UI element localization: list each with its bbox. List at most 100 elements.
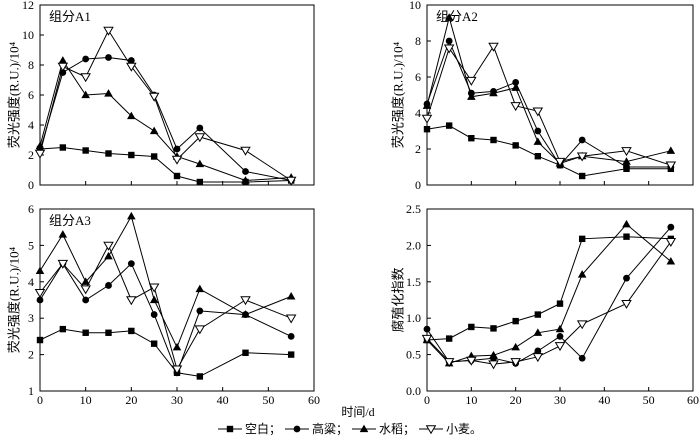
x-tick-label: 0 xyxy=(424,393,430,407)
x-tick-label: 0 xyxy=(37,393,43,407)
data-point-blank xyxy=(534,311,542,318)
series-line-wheat xyxy=(426,241,672,365)
legend-separator: ； xyxy=(335,422,348,436)
data-point-blank xyxy=(242,349,249,356)
data-point-wheat xyxy=(285,314,297,324)
y-tick-label: 5 xyxy=(28,238,34,252)
series-line-blank xyxy=(39,328,292,377)
y-tick-label: 2.5 xyxy=(406,202,421,216)
data-point-wheat xyxy=(171,365,183,375)
chart-title: 组分A2 xyxy=(436,9,478,24)
x-tick-label: 50 xyxy=(643,393,655,407)
series-line-sorghum xyxy=(39,56,292,181)
data-point-sorghum xyxy=(150,311,158,318)
data-point-blank xyxy=(468,323,475,331)
y-tick-label: 4 xyxy=(415,106,421,120)
data-point-wheat xyxy=(80,73,91,83)
data-point-blank xyxy=(173,172,181,180)
data-point-rice xyxy=(422,101,432,109)
data-point-blank xyxy=(287,351,295,358)
data-point-rice xyxy=(533,137,543,145)
data-point-blank xyxy=(512,317,519,325)
data-point-blank xyxy=(623,233,630,240)
data-point-sorghum xyxy=(127,260,135,267)
data-point-blank xyxy=(490,325,497,332)
data-point-wheat xyxy=(34,289,46,299)
legend-label-sorghum: 高粱 xyxy=(311,422,336,436)
data-point-sorghum xyxy=(578,354,586,362)
data-point-wheat xyxy=(665,161,677,171)
data-point-rice xyxy=(555,324,565,333)
data-point-rice xyxy=(127,211,136,220)
data-point-blank xyxy=(128,151,135,159)
series-line-sorghum xyxy=(39,262,292,375)
data-point-rice xyxy=(666,257,676,265)
y-tick-label: 0.5 xyxy=(406,348,421,362)
data-point-sorghum xyxy=(623,274,630,282)
plot-frame xyxy=(39,208,315,392)
y-tick-label: 4 xyxy=(28,275,34,289)
y-axis-label: 腐殖化指数 xyxy=(391,267,406,332)
data-point-rice xyxy=(489,88,498,97)
y-tick-label: 6 xyxy=(28,202,34,216)
y-tick-label: 3 xyxy=(28,311,34,325)
data-point-wheat xyxy=(171,155,183,165)
chart-component-a2: 0 2 4 6 8 10 荧光强度(R.U.)/10⁴ 组分A2 xyxy=(391,0,694,192)
x-tick-label: 20 xyxy=(125,393,137,407)
data-point-rice xyxy=(104,89,113,97)
x-tick-label: 40 xyxy=(598,393,610,407)
series-line-blank xyxy=(426,236,671,341)
y-tick-label: 6 xyxy=(415,70,421,84)
data-point-wheat xyxy=(488,360,499,370)
data-point-sorghum xyxy=(36,296,44,304)
legend-item-sorghum: 高粱； xyxy=(284,422,348,436)
data-point-wheat xyxy=(148,283,160,293)
data-point-wheat xyxy=(57,259,69,269)
data-point-sorghum xyxy=(82,55,90,63)
chart-title: 组分A3 xyxy=(49,213,91,228)
data-point-sorghum xyxy=(196,307,204,315)
data-point-wheat xyxy=(57,62,69,72)
data-point-blank xyxy=(490,136,497,144)
data-point-wheat xyxy=(576,152,588,162)
data-point-rice xyxy=(149,126,159,135)
data-point-wheat xyxy=(285,176,297,186)
legend-item-blank: 空白； xyxy=(217,422,281,436)
data-point-rice xyxy=(58,56,68,64)
data-point-rice xyxy=(622,219,631,228)
x-tick-label: 10 xyxy=(465,393,477,407)
data-point-wheat xyxy=(80,285,91,295)
data-point-rice xyxy=(195,159,205,168)
data-point-sorghum xyxy=(173,145,181,153)
data-point-wheat xyxy=(34,149,46,159)
data-point-wheat xyxy=(194,133,206,143)
data-point-wheat xyxy=(554,157,566,167)
data-point-blank xyxy=(59,325,67,333)
data-point-rice xyxy=(666,146,676,154)
data-point-rice xyxy=(81,277,90,285)
data-point-sorghum xyxy=(512,79,520,86)
data-point-sorghum xyxy=(287,333,295,340)
series-line-wheat xyxy=(39,244,292,371)
data-point-rice xyxy=(467,92,476,100)
legend-marker-shape xyxy=(226,425,234,433)
y-tick-label: 2 xyxy=(415,142,421,156)
series-line-rice xyxy=(39,59,292,182)
plot-frame xyxy=(426,208,694,392)
data-point-wheat xyxy=(194,325,206,335)
x-tick-label: 50 xyxy=(262,393,274,407)
legend-label-blank: 空白 xyxy=(244,422,269,436)
y-tick-label: 4 xyxy=(28,118,34,132)
data-point-sorghum xyxy=(127,57,135,64)
data-point-blank xyxy=(578,235,586,243)
data-point-wheat xyxy=(126,62,137,72)
data-point-wheat xyxy=(421,334,433,344)
y-tick-label: 10 xyxy=(409,0,421,12)
chart-title: 组分A1 xyxy=(49,9,91,24)
data-point-blank xyxy=(445,335,453,342)
data-point-wheat xyxy=(510,358,521,368)
y-tick-label: 12 xyxy=(22,0,34,12)
data-point-blank xyxy=(128,327,135,335)
series-line-rice xyxy=(39,215,292,349)
data-point-rice xyxy=(104,251,113,260)
